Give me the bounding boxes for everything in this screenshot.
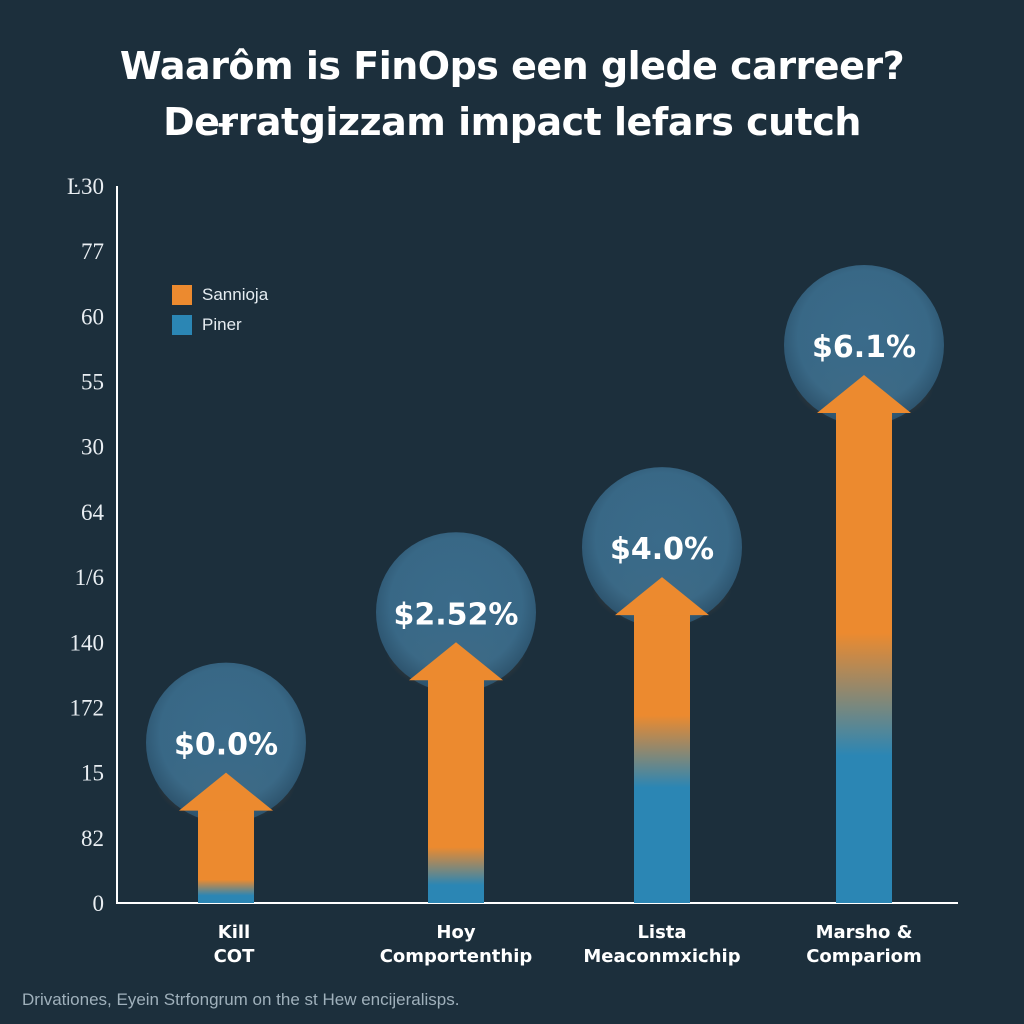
x-tick-label: Compariom <box>806 946 922 967</box>
y-tick-label: 64 <box>81 500 105 525</box>
bar <box>428 679 484 903</box>
data-label: $0.0% <box>174 728 278 763</box>
x-tick-label: Marsho & <box>816 922 913 943</box>
y-tick-label: 1/6 <box>75 565 104 590</box>
y-tick-label: 15 <box>81 761 104 786</box>
x-tick-label: Meaconmxichip <box>583 946 740 967</box>
x-tick-label: Hoy <box>436 922 475 943</box>
x-tick-label: Comportenthip <box>380 946 533 967</box>
y-tick-label: 172 <box>70 695 105 720</box>
chart-title: Waarôm is FinOps een glede carreer? <box>119 44 905 88</box>
bar-arrow-head <box>179 772 273 811</box>
bar-arrow-head <box>817 375 911 414</box>
bar <box>198 809 254 903</box>
y-tick-label: 55 <box>81 370 104 395</box>
x-tick-label: Kill <box>218 922 250 943</box>
legend-label-orange: Sanniojа <box>202 285 269 304</box>
x-tick-label: COT <box>214 946 256 967</box>
bar <box>836 412 892 903</box>
y-tick-label: 77 <box>81 239 104 264</box>
data-label: $2.52% <box>394 597 519 632</box>
y-tick-label: 30 <box>81 435 104 460</box>
legend-swatch-blue <box>172 315 192 335</box>
y-tick-label: 140 <box>70 630 105 655</box>
data-label: $4.0% <box>610 532 714 567</box>
legend: Sanniojа Piner <box>172 280 268 340</box>
y-tick-label: 0 <box>93 891 105 916</box>
legend-label-blue: Piner <box>202 315 242 334</box>
y-tick-label: 82 <box>81 826 104 851</box>
bar-arrow-head <box>615 577 709 616</box>
x-tick-label: Lista <box>637 922 686 943</box>
data-label-bubble <box>582 467 742 628</box>
data-label-bubble <box>146 662 306 823</box>
legend-item-orange: Sanniojа <box>172 280 268 310</box>
y-tick-label: Ŀ30 <box>67 174 104 199</box>
legend-swatch-orange <box>172 285 192 305</box>
legend-item-blue: Piner <box>172 310 268 340</box>
y-tick-label: 60 <box>81 304 104 329</box>
data-label: $6.1% <box>812 330 916 365</box>
chart-subtitle: Deɍratgizzam impact lefars cutch <box>163 100 861 144</box>
data-label-bubble <box>376 532 536 693</box>
data-label-bubble <box>784 265 944 426</box>
bar <box>634 614 690 903</box>
footnote: Drivationes, Eyein Strfongrum on the st … <box>22 990 460 1009</box>
bar-arrow-head <box>409 642 503 681</box>
